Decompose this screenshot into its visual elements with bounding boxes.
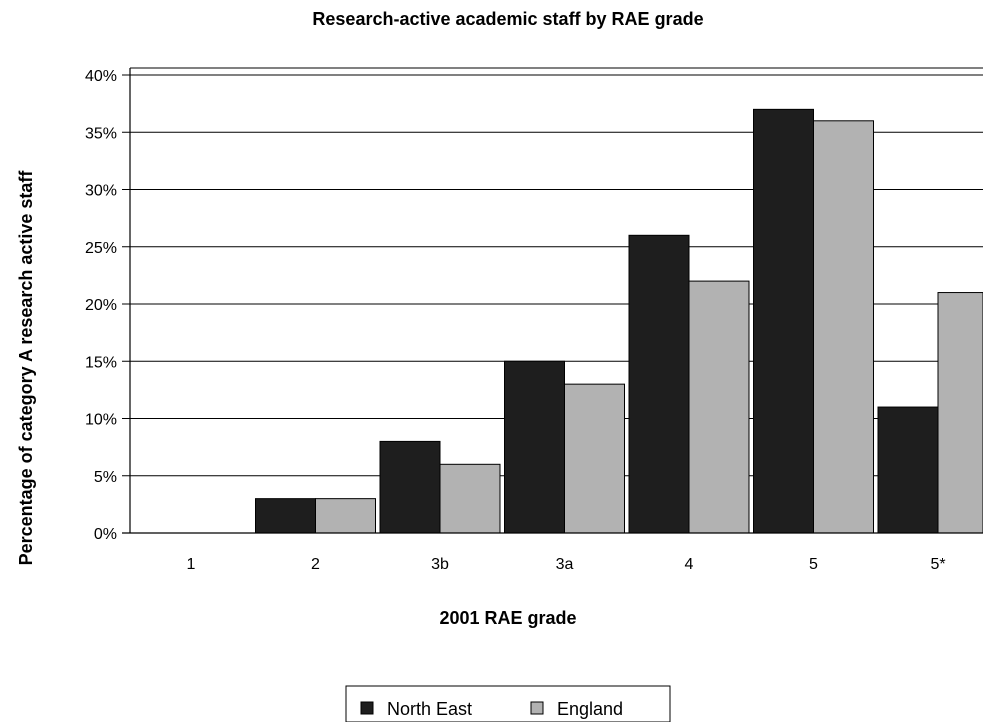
bar-england-5 <box>814 121 874 533</box>
x-tick-label: 3b <box>431 556 449 573</box>
legend-swatch-north-east <box>361 702 373 714</box>
y-tick-label: 5% <box>94 469 117 486</box>
x-tick-label: 2 <box>311 556 320 573</box>
bar-england-3a <box>565 384 625 533</box>
legend-swatch-england <box>531 702 543 714</box>
bar-north-east-3b <box>380 441 440 533</box>
y-tick-label: 0% <box>94 526 117 543</box>
y-tick-label: 25% <box>85 240 117 257</box>
bar-england-5* <box>938 293 983 533</box>
bar-north-east-5 <box>754 109 814 533</box>
bars <box>256 109 983 533</box>
chart-title: Research-active academic staff by RAE gr… <box>312 9 703 29</box>
x-tick-label: 3a <box>556 556 574 573</box>
y-tick-labels: 0% 5% 10% 15% 20% 25% 30% 35% 40% <box>85 68 117 543</box>
bar-england-4 <box>689 281 749 533</box>
bar-north-east-3a <box>505 361 565 533</box>
y-axis-title: Percentage of category A research active… <box>16 170 36 566</box>
legend-label: England <box>557 699 623 719</box>
bar-north-east-4 <box>629 235 689 533</box>
y-tick-label: 35% <box>85 125 117 142</box>
x-tick-label: 5* <box>930 556 945 573</box>
legend-label: North East <box>387 699 472 719</box>
x-tick-label: 1 <box>187 556 196 573</box>
y-tick-label: 15% <box>85 354 117 371</box>
bar-england-2 <box>316 499 376 533</box>
x-tick-labels: 1 2 3b 3a 4 5 5* <box>187 556 946 573</box>
y-tick-label: 20% <box>85 297 117 314</box>
x-tick-label: 4 <box>685 556 694 573</box>
y-tick-label: 10% <box>85 412 117 429</box>
bar-north-east-5* <box>878 407 938 533</box>
bar-england-3b <box>440 464 500 533</box>
x-tick-label: 5 <box>809 556 818 573</box>
bar-north-east-2 <box>256 499 316 533</box>
x-axis-title: 2001 RAE grade <box>439 608 576 628</box>
legend: North East England <box>346 686 670 722</box>
y-tick-label: 30% <box>85 183 117 200</box>
y-tick-label: 40% <box>85 68 117 85</box>
